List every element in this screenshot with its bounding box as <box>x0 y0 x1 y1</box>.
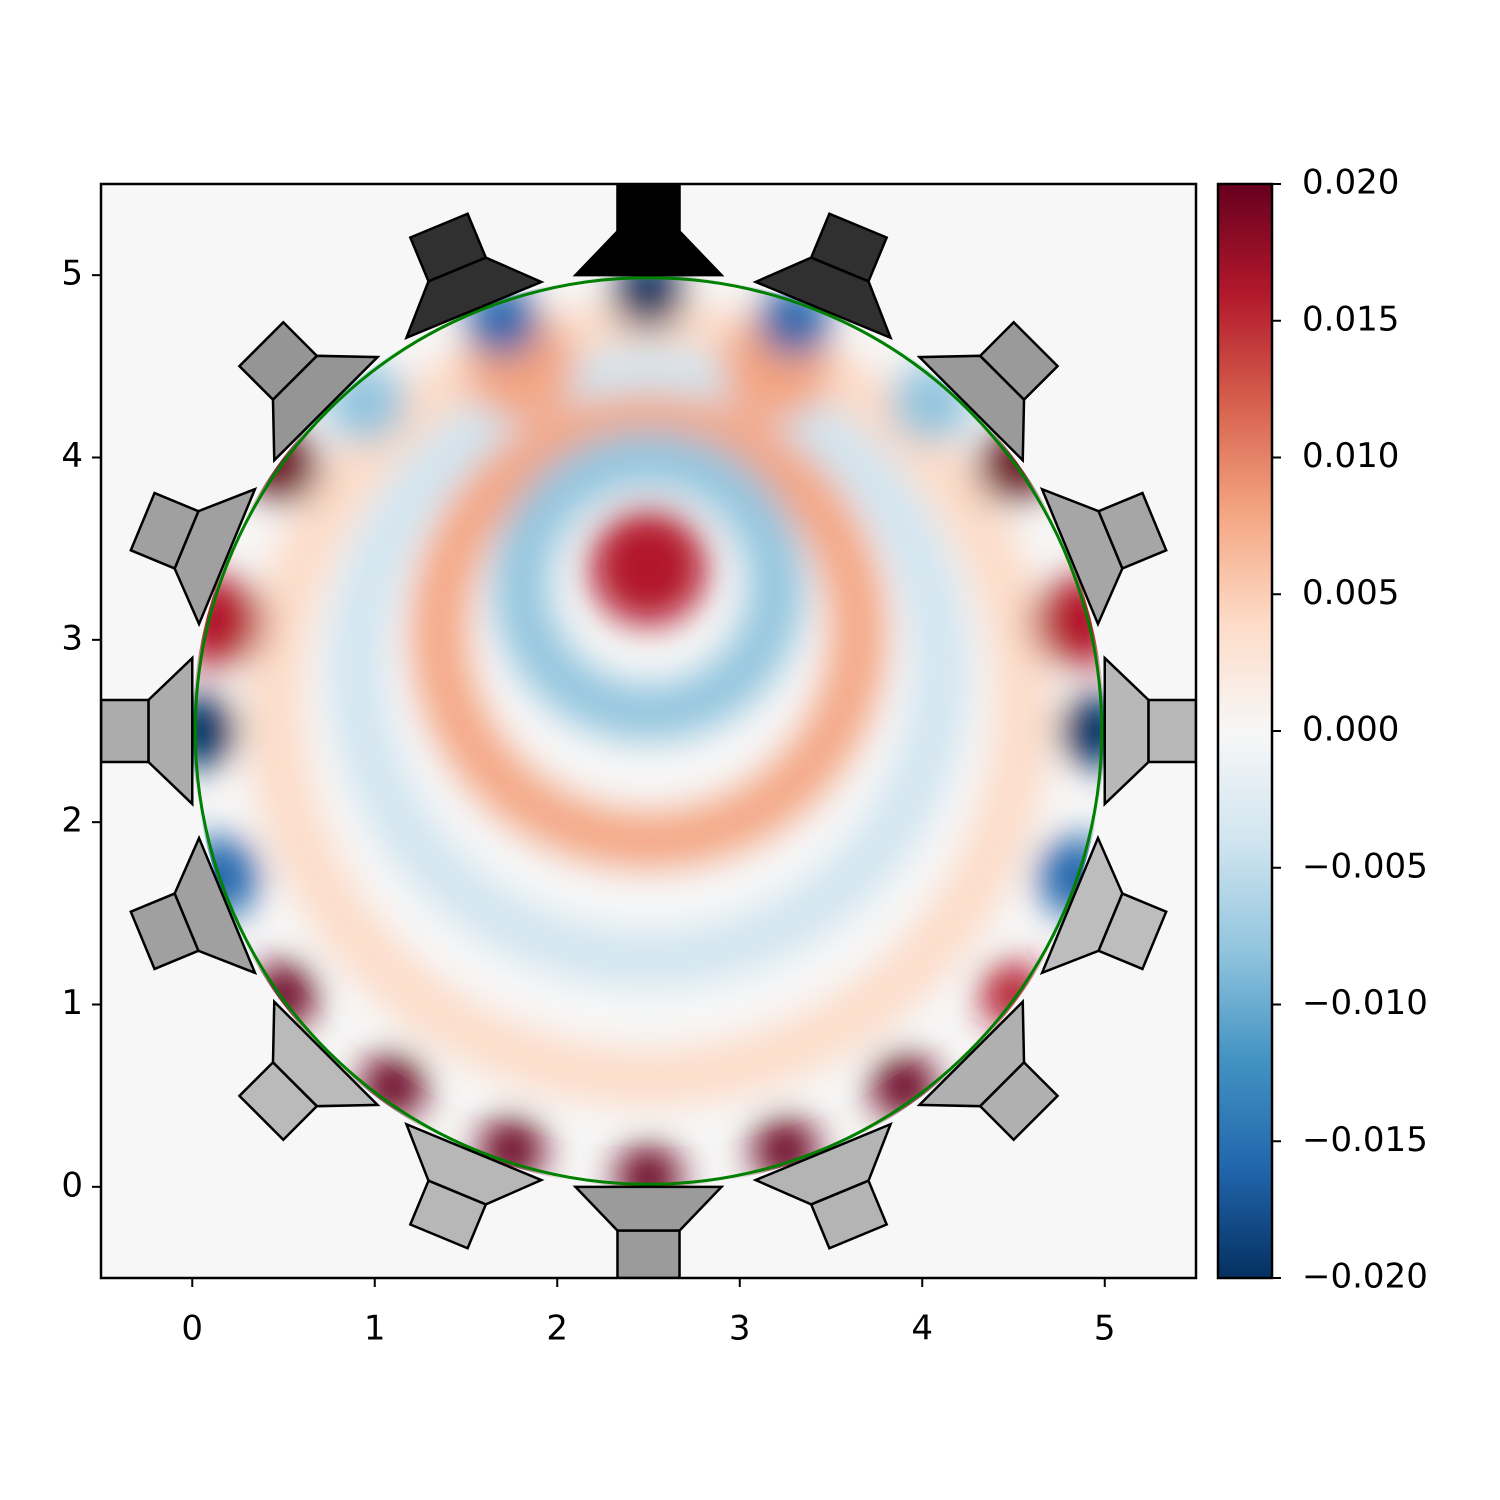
electrode-pad <box>129 891 201 971</box>
electrode-pad <box>616 184 681 233</box>
colorbar-tick-label: 0.005 <box>1302 573 1399 613</box>
electrode-pad <box>978 1060 1060 1142</box>
x-tick-label: 0 <box>181 1309 203 1349</box>
y-tick-label: 0 <box>61 1165 83 1205</box>
x-tick-label: 5 <box>1094 1309 1116 1349</box>
colorbar-tick-label: −0.015 <box>1302 1120 1428 1160</box>
colorbar-tick-label: 0.020 <box>1302 163 1399 203</box>
y-tick-label: 1 <box>61 983 83 1023</box>
electrode-pad <box>978 320 1060 402</box>
colorbar-tick-label: 0.015 <box>1302 299 1399 339</box>
colorbar-tick-label: −0.005 <box>1302 846 1428 886</box>
electrode-pad <box>616 1229 681 1278</box>
boundary <box>193 276 1104 1186</box>
field-blob <box>192 694 238 768</box>
field-layer <box>192 274 1105 1188</box>
field-ring <box>329 347 968 987</box>
field-blur <box>192 274 1105 1188</box>
electrode-pad <box>408 1179 488 1250</box>
axes-frame <box>99 182 1198 1280</box>
y-tick-label: 4 <box>61 436 83 476</box>
x-tick-label: 1 <box>364 1309 386 1349</box>
field-ring <box>411 393 886 868</box>
field-blob <box>1059 694 1105 768</box>
x-tick-label: 2 <box>546 1309 568 1349</box>
field-blob <box>590 508 707 626</box>
electrode-pad <box>408 212 488 283</box>
electrode-pad <box>237 320 319 402</box>
colorbar-tick-label: −0.020 <box>1302 1257 1428 1297</box>
electrode-pad <box>237 1060 319 1142</box>
electrode-pad <box>809 212 889 283</box>
electrode-pad <box>1096 891 1168 971</box>
colorbar <box>1216 182 1274 1280</box>
colorbar-tick-label: 0.010 <box>1302 436 1399 476</box>
electrode-pad <box>129 491 201 571</box>
field-blob <box>615 1144 682 1188</box>
x-tick-label: 3 <box>729 1309 751 1349</box>
electrode-pad <box>809 1179 889 1250</box>
field-ring <box>493 430 804 741</box>
y-tick-label: 5 <box>61 254 83 294</box>
y-tick-label: 3 <box>61 618 83 658</box>
electrode-pad <box>101 698 150 764</box>
electrode-pad <box>1147 698 1196 764</box>
colorbar-tick-label: −0.010 <box>1302 983 1428 1023</box>
electrode-pad <box>1096 491 1168 571</box>
x-tick-label: 4 <box>911 1309 933 1349</box>
y-tick-label: 2 <box>61 801 83 841</box>
colorbar-tick-label: 0.000 <box>1302 710 1399 750</box>
field <box>101 184 1196 1278</box>
